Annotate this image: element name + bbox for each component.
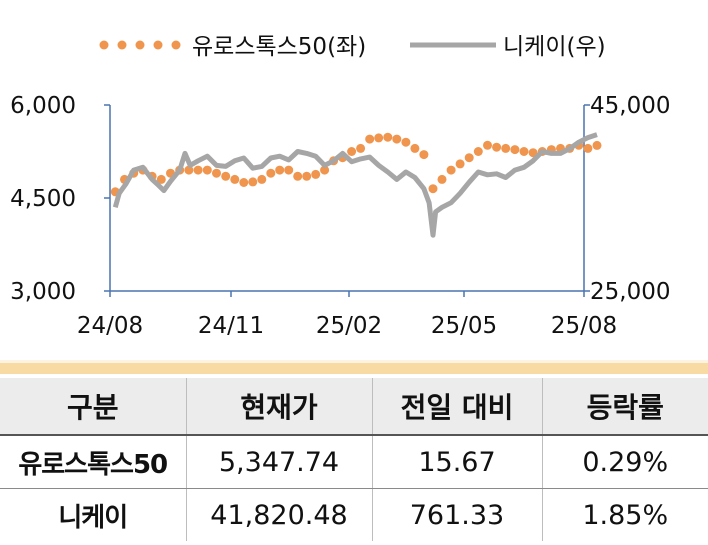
data-point-eurostoxx — [383, 132, 393, 142]
row-price: 41,820.48 — [186, 488, 373, 541]
legend-label-eurostoxx: 유로스톡스50(좌) — [192, 34, 366, 60]
data-point-eurostoxx — [311, 169, 321, 179]
quote-table: 구분 현재가 전일 대비 등락률 유로스톡스50 5,347.74 15.67 … — [0, 378, 708, 541]
table-row: 니케이 41,820.48 761.33 1.85% — [0, 488, 708, 541]
row-change: 15.67 — [372, 435, 543, 489]
data-point-eurostoxx — [248, 177, 258, 187]
data-point-eurostoxx — [284, 165, 294, 175]
x-tick-label: 25/02 — [316, 313, 382, 339]
data-point-eurostoxx — [230, 174, 240, 184]
legend-marker-dot — [171, 40, 181, 50]
data-point-eurostoxx — [519, 147, 529, 156]
data-point-eurostoxx — [221, 171, 231, 181]
left-tick-label: 6,000 — [10, 93, 76, 119]
data-point-eurostoxx — [320, 165, 330, 175]
line-chart: 6,000 4,500 3,000 45,000 25,000 24/08 24/11 25/… — [10, 34, 670, 339]
data-point-eurostoxx — [501, 143, 511, 153]
data-point-eurostoxx — [419, 150, 429, 160]
row-name: 니케이 — [0, 488, 187, 541]
series-line-nikkei — [112, 132, 598, 238]
legend-marker-dot — [135, 40, 145, 50]
data-point-eurostoxx — [446, 165, 456, 175]
data-point-eurostoxx — [293, 171, 303, 181]
left-tick-label: 3,000 — [10, 279, 76, 305]
x-tick-label: 24/08 — [77, 313, 143, 339]
chart-panel: 6,000 4,500 3,000 45,000 25,000 24/08 24/11 25/… — [10, 34, 671, 339]
data-point-eurostoxx — [528, 148, 538, 158]
header-change: 전일 대비 — [372, 378, 543, 436]
header-category: 구분 — [0, 378, 187, 436]
table-row: 유로스톡스50 5,347.74 15.67 0.29% — [0, 435, 708, 489]
row-rate: 1.85% — [582, 499, 669, 531]
data-point-eurostoxx — [583, 143, 593, 153]
data-point-eurostoxx — [302, 171, 312, 181]
x-tick-label: 25/05 — [431, 313, 497, 339]
data-point-eurostoxx — [347, 147, 357, 156]
data-point-eurostoxx — [437, 174, 447, 184]
right-tick-label: 45,000 — [590, 93, 670, 119]
data-point-eurostoxx — [184, 165, 194, 175]
data-point-eurostoxx — [510, 145, 520, 155]
data-point-eurostoxx — [428, 184, 438, 194]
header-current-price: 현재가 — [186, 378, 373, 436]
legend-marker-dot — [153, 40, 163, 50]
data-point-eurostoxx — [212, 168, 221, 178]
data-point-eurostoxx — [455, 159, 465, 169]
data-point-eurostoxx — [257, 174, 267, 184]
legend-marker-dot — [117, 40, 127, 50]
row-price: 5,347.74 — [186, 435, 373, 489]
data-point-eurostoxx — [202, 165, 212, 175]
data-point-eurostoxx — [492, 142, 502, 152]
data-point-eurostoxx — [156, 174, 166, 184]
x-tick-label: 25/08 — [551, 313, 617, 339]
data-point-eurostoxx — [410, 143, 420, 153]
data-point-eurostoxx — [374, 133, 384, 143]
data-point-eurostoxx — [239, 178, 249, 187]
row-rate: 0.29% — [542, 435, 708, 489]
x-tick-label: 24/11 — [198, 313, 264, 339]
data-point-eurostoxx — [266, 168, 276, 178]
data-point-eurostoxx — [193, 165, 203, 175]
data-point-eurostoxx — [483, 140, 492, 150]
data-point-eurostoxx — [392, 134, 402, 144]
data-point-eurostoxx — [365, 134, 375, 144]
row-change: 761.33 — [372, 488, 543, 541]
data-point-eurostoxx — [592, 140, 602, 150]
data-point-eurostoxx — [473, 147, 483, 156]
data-point-eurostoxx — [356, 143, 366, 153]
right-tick-label: 25,000 — [590, 279, 670, 305]
divider-stripe — [0, 360, 708, 374]
table-header-row: 구분 현재가 전일 대비 등락률 — [0, 378, 708, 436]
legend-label-nikkei: 니케이(우) — [503, 34, 606, 60]
legend-marker-dot — [99, 40, 109, 50]
data-point-eurostoxx — [464, 153, 474, 163]
header-change-rate: 등락률 — [542, 378, 708, 436]
left-tick-label: 4,500 — [10, 186, 76, 212]
data-point-eurostoxx — [401, 137, 411, 147]
data-point-eurostoxx — [275, 165, 285, 175]
row-name: 유로스톡스50 — [0, 435, 187, 489]
